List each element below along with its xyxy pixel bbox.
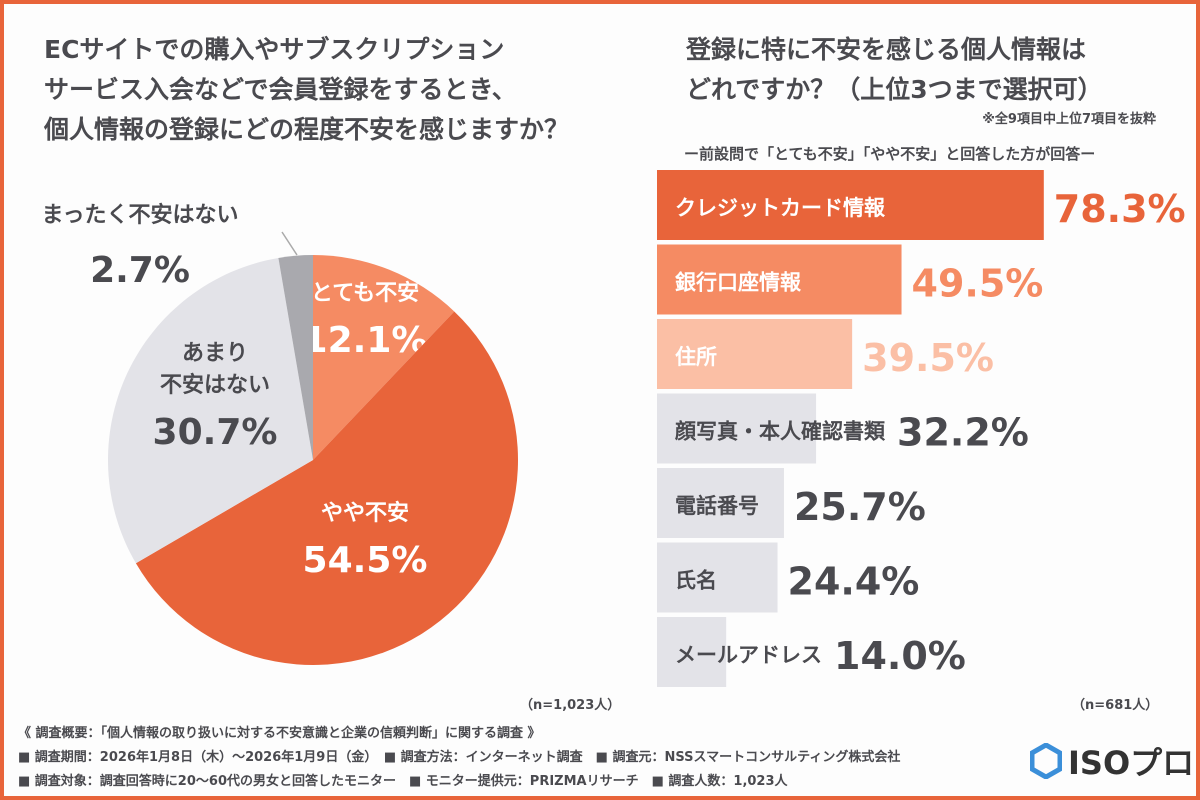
pie-slice xyxy=(313,255,455,460)
pie-value: 54.5% xyxy=(303,540,428,581)
bar xyxy=(657,468,784,538)
pie-slice xyxy=(108,257,313,564)
bar-value: 32.2% xyxy=(897,411,1029,455)
pie-label: まったく不安はない xyxy=(41,202,238,228)
title-line: 登録に特に不安を感じる個人情報は xyxy=(686,35,1087,64)
bar-category: 銀行口座情報 xyxy=(675,271,802,295)
bar-category: クレジットカード情報 xyxy=(675,196,886,220)
bar xyxy=(657,244,902,315)
footer-line: 《 調査概要：「個人情報の取り扱いに対する不安意識と企業の信頼判断」に関する調査… xyxy=(18,726,541,741)
bar-note: ※全9項目中上位7項目を抜粋 xyxy=(982,112,1156,127)
title-line: どれですか？（上位3つまで選択可） xyxy=(686,75,1103,104)
title-line: 個人情報の登録にどの程度不安を感じますか？ xyxy=(44,115,570,144)
pie-value: 30.7% xyxy=(153,412,278,453)
bar-category: メールアドレス xyxy=(675,643,822,667)
pie-slice xyxy=(278,255,313,460)
title-line: サービス入会などで会員登録をするとき、 xyxy=(44,75,517,104)
pie-sample-size: （n=1,023人） xyxy=(520,698,621,713)
bar-title: 登録に特に不安を感じる個人情報は どれですか？（上位3つまで選択可） xyxy=(686,30,1186,110)
bar-value: 49.5% xyxy=(912,262,1044,306)
footer-line: ■ 調査期間：2026年1月8日（木）〜2026年1月9日（金） ■ 調査方法：… xyxy=(18,750,901,765)
pie-value: 12.1% xyxy=(303,320,428,361)
survey-summary: 《 調査概要：「個人情報の取り扱いに対する不安意識と企業の信頼判断」に関する調査… xyxy=(18,722,900,794)
bar xyxy=(657,542,778,613)
bar-category: 顔写真・本人確認書類 xyxy=(674,420,886,444)
leader-line xyxy=(281,231,298,256)
bar-sample-size: （n=681人） xyxy=(1072,698,1159,713)
logo-text: ISOプロ xyxy=(1068,744,1195,782)
bar-value: 14.0% xyxy=(834,634,966,678)
pie-label: やや不安 xyxy=(321,500,409,526)
bar-category: 住所 xyxy=(675,345,717,369)
title-line: ECサイトでの購入やサブスクリプション xyxy=(44,35,505,64)
pie-slice xyxy=(135,311,519,665)
bar-value: 78.3% xyxy=(1054,187,1186,231)
pie-label: あまり xyxy=(182,341,248,366)
bar-category: 氏名 xyxy=(675,569,717,593)
bar xyxy=(657,170,1044,240)
pie-value: 2.7% xyxy=(90,250,190,291)
pie-title: ECサイトでの購入やサブスクリプション サービス入会などで会員登録をするとき、個人… xyxy=(44,30,644,150)
pie-label: とても不安 xyxy=(311,280,419,306)
bar-value: 39.5% xyxy=(862,336,994,380)
logo: ISOプロ xyxy=(1030,738,1194,784)
bar-category: 電話番号 xyxy=(675,494,759,518)
bar-value: 25.7% xyxy=(794,485,926,529)
bar xyxy=(657,319,853,389)
bar-value: 24.4% xyxy=(788,560,920,604)
bar-subtitle: ー前設問で「とても不安」「やや不安」と回答した方が回答ー xyxy=(684,145,1096,163)
footer-line: ■ 調査対象：調査回答時に20〜60代の男女と回答したモニター ■ モニター提供… xyxy=(18,774,788,789)
bar xyxy=(657,617,727,687)
hexagon-icon xyxy=(1030,743,1062,779)
bar xyxy=(657,393,817,464)
pie-label: 不安はない xyxy=(160,372,270,398)
